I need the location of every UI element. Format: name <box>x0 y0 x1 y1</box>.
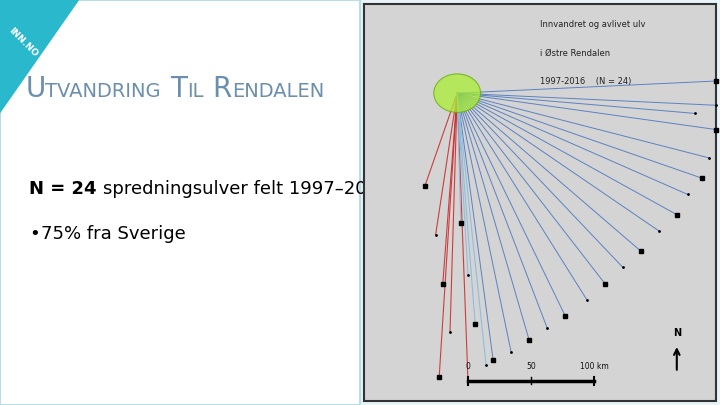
Ellipse shape <box>433 74 481 112</box>
Text: N: N <box>672 328 681 338</box>
Text: R: R <box>212 75 232 103</box>
Text: IL: IL <box>187 82 204 101</box>
Text: 100 km: 100 km <box>580 362 608 371</box>
Text: U: U <box>25 75 45 103</box>
Text: ENDALEN: ENDALEN <box>232 82 324 101</box>
Text: Innvandret og avlivet ulv: Innvandret og avlivet ulv <box>540 20 646 29</box>
Text: •: • <box>29 225 40 243</box>
FancyBboxPatch shape <box>0 0 360 405</box>
Text: 0: 0 <box>466 362 470 371</box>
Text: 75% fra Sverige: 75% fra Sverige <box>42 225 186 243</box>
Text: i Østre Rendalen: i Østre Rendalen <box>540 49 610 58</box>
Text: 1997-2016    (N = 24): 1997-2016 (N = 24) <box>540 77 631 86</box>
Text: INN.NO: INN.NO <box>7 26 40 59</box>
Text: T: T <box>170 75 187 103</box>
Text: 50: 50 <box>526 362 536 371</box>
Text: spredningsulver felt 1997–2016: spredningsulver felt 1997–2016 <box>102 180 389 198</box>
Text: N = 24: N = 24 <box>29 180 102 198</box>
Text: TVANDRING: TVANDRING <box>45 82 161 101</box>
Polygon shape <box>0 0 79 113</box>
